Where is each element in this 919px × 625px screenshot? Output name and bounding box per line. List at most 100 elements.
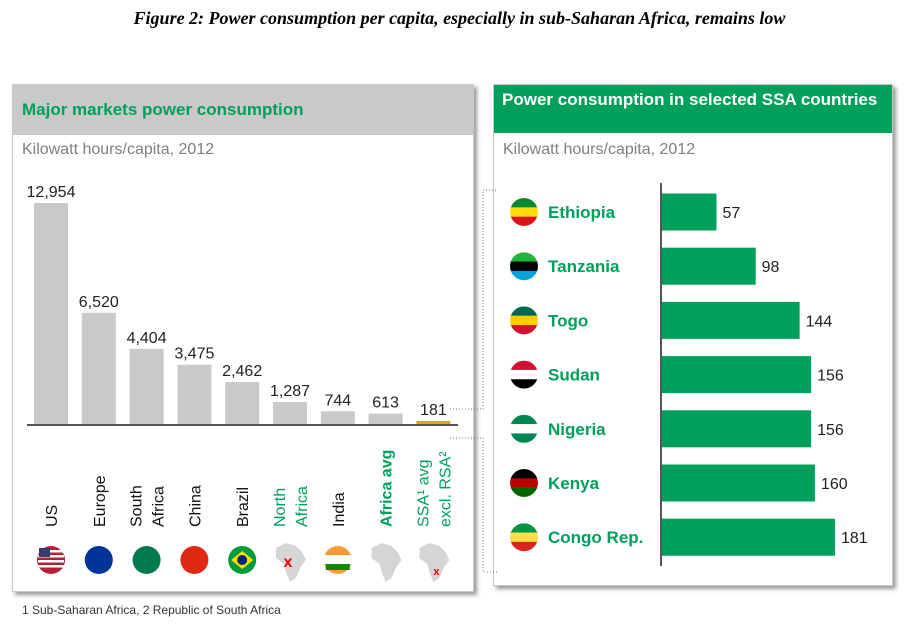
- left-panel-title: Major markets power consumption: [13, 85, 473, 135]
- country-label: Congo Rep.: [548, 528, 643, 547]
- bar-kenya: [662, 464, 815, 502]
- category-label: South: [129, 485, 146, 527]
- africa-map-icon: [371, 543, 402, 582]
- flag-mask: [500, 459, 548, 507]
- left-panel-subtitle: Kilowatt hours/capita, 2012: [22, 141, 215, 158]
- africa-map-icon: [276, 543, 306, 582]
- flag-mask: [500, 513, 548, 562]
- country-label: Togo: [548, 311, 588, 330]
- flag-stripe: [510, 379, 538, 389]
- right-panel-title: Power consumption in selected SSA countr…: [494, 85, 892, 133]
- bar-us: [34, 203, 68, 424]
- bar-congo-rep-: [662, 518, 835, 556]
- category-label: Africa: [294, 486, 311, 527]
- flag-canton: [39, 548, 50, 557]
- value-label: 2,462: [222, 363, 262, 380]
- flag-stripe: [510, 414, 538, 425]
- category-label: US: [44, 505, 61, 527]
- value-label: 1,287: [270, 383, 310, 400]
- category-label: Brazil: [235, 487, 252, 527]
- category-label: Europe: [92, 475, 109, 527]
- value-label: 181: [841, 530, 868, 547]
- flag-stripe: [38, 565, 64, 568]
- flag-mask: [500, 188, 548, 236]
- value-label: 181: [420, 402, 447, 419]
- value-label: 4,404: [127, 330, 167, 347]
- flag-stripe: [510, 523, 538, 533]
- category-label: China: [187, 485, 204, 527]
- category-label: excl. RSA²: [437, 451, 454, 527]
- flag-globe: [237, 555, 248, 565]
- bar-sudan: [662, 356, 812, 394]
- value-label: 613: [372, 395, 399, 412]
- value-label: 3,475: [174, 346, 214, 363]
- flag-stripe: [510, 261, 538, 272]
- flag-mask: [500, 296, 548, 345]
- flag-stripe: [510, 315, 538, 326]
- bar-ssa-avg-excl-rsa-: [416, 420, 451, 424]
- bar-brazil: [225, 381, 260, 424]
- bar-china: [177, 364, 212, 424]
- value-label: 744: [324, 392, 351, 409]
- flag-stripe: [510, 306, 538, 316]
- bar-india: [320, 411, 355, 424]
- country-label: Nigeria: [548, 420, 606, 439]
- china-flag-icon: [180, 546, 209, 574]
- flag-stripe: [510, 270, 538, 281]
- flag-mask: [500, 404, 548, 453]
- category-label: Africa: [151, 486, 168, 527]
- flag-stripe: [510, 478, 538, 488]
- value-label: 12,954: [27, 184, 76, 201]
- flag-stripe: [510, 325, 538, 335]
- flag-stripe: [510, 541, 538, 552]
- bar-africa-avg: [368, 413, 403, 424]
- flag-stripe: [510, 360, 538, 371]
- country-label: Kenya: [548, 474, 600, 493]
- right-panel-subtitle: Kilowatt hours/capita, 2012: [503, 141, 696, 158]
- flag-stripe: [510, 487, 538, 498]
- flag-stripe: [38, 550, 64, 553]
- category-label: India: [331, 492, 348, 527]
- x-mark-icon: x: [284, 554, 293, 571]
- eu-flag-icon: [84, 546, 113, 574]
- value-label: 160: [821, 476, 848, 493]
- value-label: 156: [817, 368, 844, 385]
- flag-stripe: [510, 216, 538, 227]
- flag-stripe: [510, 433, 538, 443]
- bar-togo: [662, 301, 800, 339]
- bar-south-africa: [129, 348, 164, 424]
- flag-stripe: [510, 424, 538, 434]
- africa-map-icon: [419, 543, 450, 582]
- flag-stripe: [323, 555, 352, 564]
- x-mark-icon: x: [433, 566, 440, 578]
- bar-nigeria: [662, 410, 812, 448]
- flag-mask: [500, 350, 548, 399]
- flag-stripe: [325, 564, 350, 570]
- flag-stripe: [510, 532, 538, 543]
- south-africa-flag-icon: [132, 546, 161, 574]
- value-label: 6,520: [79, 294, 119, 311]
- flag-stripe: [510, 469, 538, 479]
- value-label: 98: [762, 259, 780, 276]
- flag-stripe: [38, 560, 64, 563]
- country-label: Sudan: [548, 366, 600, 385]
- flag-stripe: [38, 555, 64, 558]
- connector-line: [450, 437, 498, 573]
- footnote: 1 Sub-Saharan Africa, 2 Republic of Sout…: [22, 603, 281, 617]
- value-label: 57: [722, 205, 740, 222]
- flag-mask: [500, 242, 548, 291]
- flag-stripe: [510, 252, 538, 262]
- category-label: Africa avg: [379, 450, 396, 527]
- value-label: 144: [806, 313, 833, 330]
- flag-stripe: [510, 198, 538, 208]
- country-label: Tanzania: [548, 257, 620, 276]
- flag-stripe: [510, 369, 538, 380]
- bar-north-africa: [273, 402, 307, 424]
- category-label: SSA¹ avg: [415, 459, 432, 527]
- bar-tanzania: [662, 247, 756, 285]
- value-label: 156: [817, 422, 844, 439]
- bar-europe: [81, 312, 116, 424]
- bar-ethiopia: [662, 193, 717, 231]
- figure-title: Figure 2: Power consumption per capita, …: [133, 8, 786, 28]
